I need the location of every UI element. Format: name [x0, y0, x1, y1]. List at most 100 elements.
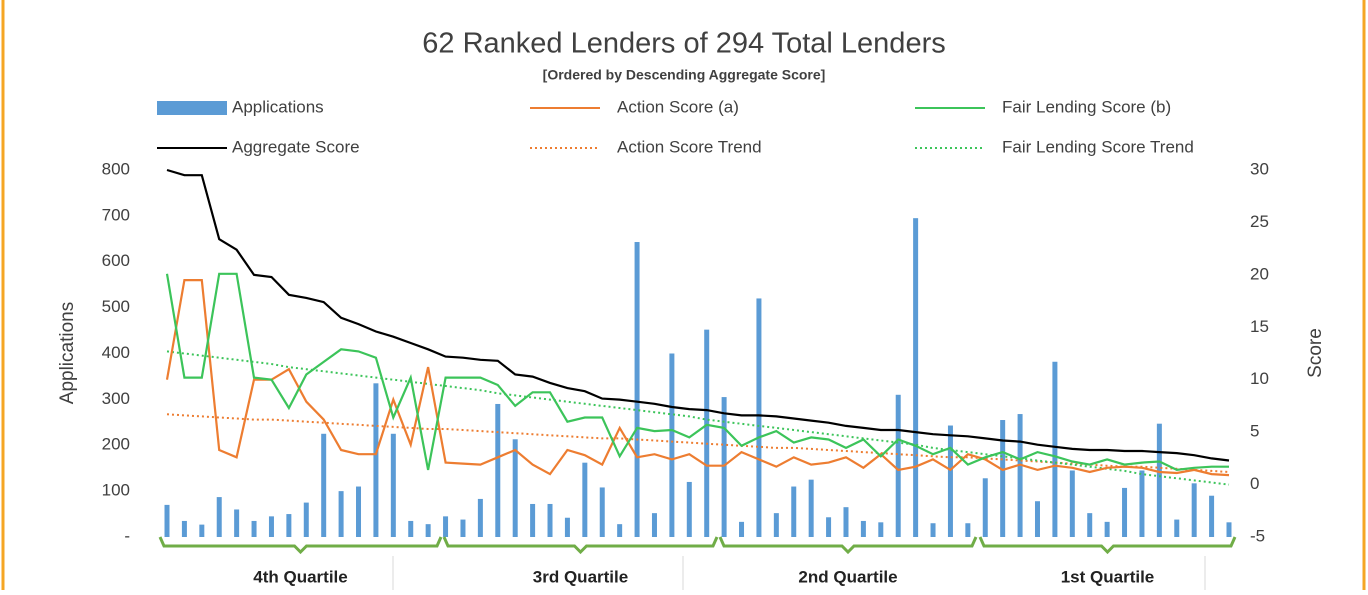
quartile-label: 1st Quartile: [1061, 567, 1155, 586]
legend-label: Aggregate Score: [232, 137, 360, 156]
bar: [686, 481, 692, 537]
bar: [495, 403, 501, 537]
bar: [251, 520, 257, 537]
line: [165, 272, 1229, 472]
legend-label: Fair Lending Score (b): [1002, 97, 1171, 116]
bar: [669, 353, 675, 537]
bar: [947, 425, 953, 537]
quartile-bracket: [718, 536, 978, 555]
legend-label: Fair Lending Score Trend: [1002, 137, 1194, 156]
bar: [878, 522, 884, 537]
bar: [564, 517, 570, 537]
y2-tick-label: 25: [1250, 212, 1269, 231]
bar: [791, 486, 797, 537]
bar: [199, 524, 205, 537]
bar: [1139, 470, 1145, 537]
bar: [1209, 495, 1215, 537]
bar: [808, 479, 814, 537]
bar: [425, 524, 431, 537]
bar: [756, 298, 762, 537]
legend-label: Applications: [232, 97, 324, 116]
bar: [1174, 519, 1180, 537]
bar: [547, 503, 553, 537]
bar: [443, 516, 449, 537]
bar: [181, 520, 187, 537]
bar: [530, 503, 536, 537]
y-tick-label: 600: [102, 251, 130, 270]
legend-swatch: [157, 101, 227, 115]
y-axis-label: Applications: [57, 302, 78, 404]
bar: [1017, 414, 1023, 537]
y-tick-label: -: [124, 526, 130, 545]
bar: [164, 504, 170, 537]
bar: [773, 513, 779, 537]
bar: [1191, 483, 1197, 537]
bar: [1069, 470, 1075, 537]
bar: [634, 242, 640, 537]
bar: [1000, 420, 1006, 537]
bar: [286, 514, 292, 537]
bar: [860, 520, 866, 537]
bar: [338, 491, 344, 537]
trend-line: [166, 350, 1230, 486]
y2-tick-label: 0: [1250, 474, 1259, 493]
bar: [721, 397, 727, 537]
bar: [739, 521, 745, 537]
bar: [321, 433, 327, 537]
y2-tick-label: -5: [1250, 526, 1265, 545]
bar: [460, 519, 466, 537]
y-tick-label: 700: [102, 205, 130, 224]
y-tick-label: 100: [102, 481, 130, 500]
y2-tick-label: 5: [1250, 422, 1259, 441]
quartile-label: 3rd Quartile: [533, 567, 628, 586]
quartile-bracket: [442, 536, 719, 555]
bar: [477, 498, 483, 537]
y-tick-label: 400: [102, 343, 130, 362]
bar: [268, 516, 274, 537]
y-tick-label: 500: [102, 297, 130, 316]
bar: [1122, 487, 1128, 537]
bar: [356, 486, 362, 537]
line: [165, 279, 1230, 477]
quartile-bracket: [978, 536, 1237, 555]
bar: [1034, 501, 1040, 537]
bar: [913, 218, 919, 537]
bar: [651, 513, 657, 537]
bar: [1087, 513, 1093, 537]
bar: [895, 394, 901, 537]
y2-tick-label: 20: [1250, 264, 1269, 283]
legend-label: Action Score Trend: [617, 137, 762, 156]
bar: [617, 524, 623, 537]
y2-axis-label: Score: [1305, 328, 1326, 378]
bar: [1052, 361, 1058, 537]
legend-label: Action Score (a): [617, 97, 739, 116]
bar: [234, 509, 240, 537]
bar: [1226, 522, 1232, 537]
bar: [373, 383, 379, 537]
y2-tick-label: 10: [1250, 369, 1269, 388]
chart-title: 62 Ranked Lenders of 294 Total Lenders: [422, 28, 945, 60]
bar: [216, 497, 222, 537]
trend-line: [166, 413, 1230, 473]
bar: [512, 439, 518, 537]
bar: [303, 502, 309, 537]
bar: [390, 433, 396, 537]
bar: [982, 478, 988, 537]
chart-subtitle: [Ordered by Descending Aggregate Score]: [543, 67, 826, 83]
y2-tick-label: 15: [1250, 317, 1269, 336]
y-tick-label: 800: [102, 159, 130, 178]
y-tick-label: 300: [102, 389, 130, 408]
bar: [826, 517, 832, 537]
quartile-bracket: [158, 536, 443, 555]
bar: [582, 462, 588, 537]
y-tick-label: 200: [102, 435, 130, 454]
y2-tick-label: 30: [1250, 159, 1269, 178]
bar: [704, 329, 710, 537]
bar: [408, 520, 414, 537]
line: [166, 168, 1230, 462]
bar: [1156, 423, 1162, 537]
quartile-label: 2nd Quartile: [798, 567, 897, 586]
bar: [1104, 521, 1110, 537]
